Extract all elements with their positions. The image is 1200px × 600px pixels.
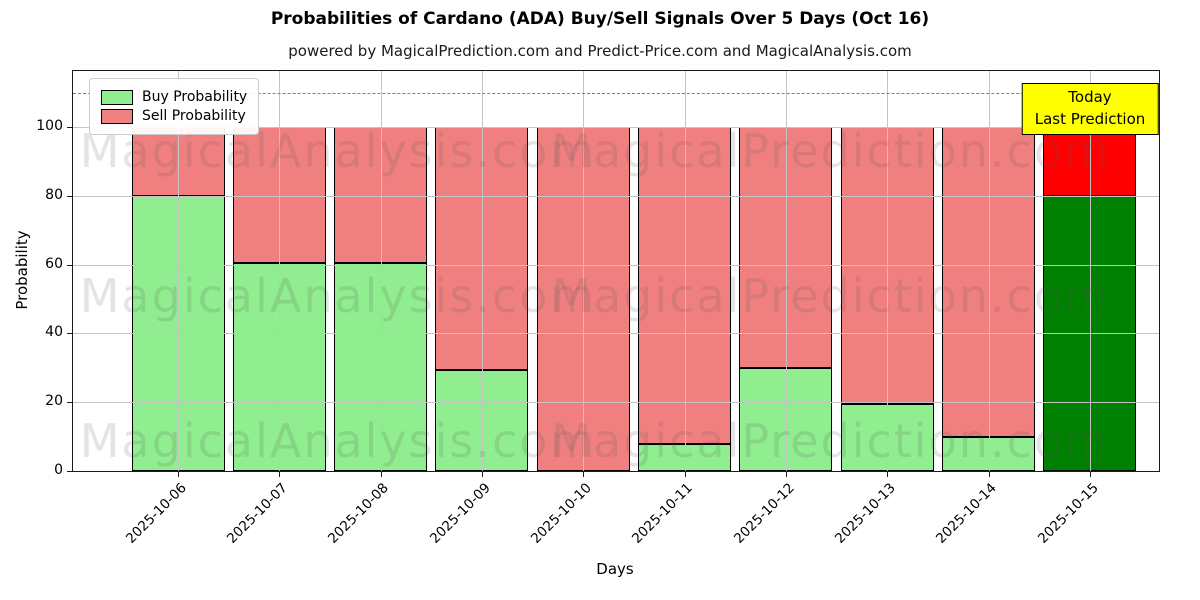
v-gridline xyxy=(988,71,990,471)
watermark-prediction: MagicalPrediction.com xyxy=(551,124,1111,178)
x-tick-label: 2025-10-08 xyxy=(325,480,392,547)
y-tick-label: 0 xyxy=(54,462,63,478)
x-tick-mark xyxy=(785,471,787,477)
v-gridline xyxy=(279,71,281,471)
legend-label-sell: Sell Probability xyxy=(142,108,246,124)
dashed-reference-line xyxy=(73,92,1159,94)
legend-label-buy: Buy Probability xyxy=(142,89,248,105)
x-tick-label: 2025-10-11 xyxy=(629,480,696,547)
v-gridline xyxy=(583,71,585,471)
x-tick-label: 2025-10-15 xyxy=(1034,480,1102,547)
x-tick-mark xyxy=(887,471,889,477)
v-gridline xyxy=(785,71,787,471)
watermark-prediction: MagicalPrediction.com xyxy=(551,269,1111,323)
x-tick-label: 2025-10-09 xyxy=(426,480,494,547)
legend: Buy Probability Sell Probability xyxy=(89,78,260,135)
x-tick-label: 2025-10-14 xyxy=(933,480,1000,547)
v-gridline xyxy=(684,71,686,471)
watermark-analysis: MagicalAnalysis.com xyxy=(79,269,597,323)
x-tick-label: 2025-10-12 xyxy=(730,480,798,547)
x-axis-label: Days xyxy=(596,560,634,578)
x-tick-mark xyxy=(279,471,281,477)
v-gridline xyxy=(178,71,179,471)
v-gridline xyxy=(481,71,483,471)
v-gridline xyxy=(1089,71,1091,471)
x-tick-mark xyxy=(380,471,382,477)
plot-area: Buy Probability Sell Probability Today L… xyxy=(36,70,1160,547)
x-tick-mark xyxy=(684,471,686,477)
legend-item-sell: Sell Probability xyxy=(101,108,247,124)
watermark-prediction: MagicalPrediction.com xyxy=(551,414,1111,468)
h-gridline xyxy=(73,195,1159,197)
y-tick-mark xyxy=(67,127,73,129)
y-tick-mark xyxy=(67,471,73,472)
y-tick-label: 100 xyxy=(36,118,63,135)
x-tick-label: 2025-10-07 xyxy=(223,480,291,547)
v-gridline xyxy=(887,71,889,471)
x-tick-mark xyxy=(178,471,179,477)
x-tick-mark xyxy=(583,471,585,477)
h-gridline xyxy=(73,127,1159,129)
watermark-analysis: MagicalAnalysis.com xyxy=(79,414,597,468)
y-tick-mark xyxy=(67,264,73,266)
y-tick-label: 80 xyxy=(45,186,63,203)
y-tick-label: 20 xyxy=(45,393,63,410)
legend-item-buy: Buy Probability xyxy=(101,89,247,105)
h-gridline xyxy=(73,402,1159,404)
chart-subtitle: powered by MagicalPrediction.com and Pre… xyxy=(288,42,912,60)
y-tick-mark xyxy=(67,402,73,404)
today-annotation-line2: Last Prediction xyxy=(1034,109,1146,128)
y-tick-label: 60 xyxy=(45,255,63,272)
y-tick-mark xyxy=(67,333,73,335)
x-tick-label: 2025-10-06 xyxy=(122,480,190,547)
y-tick-label: 40 xyxy=(45,324,63,341)
v-gridline xyxy=(380,71,382,471)
h-gridline xyxy=(73,264,1159,266)
h-gridline xyxy=(73,333,1159,335)
y-tick-mark xyxy=(67,195,73,197)
x-tick-mark xyxy=(481,471,483,477)
today-annotation: Today Last Prediction xyxy=(1021,83,1159,135)
x-tick-label: 2025-10-10 xyxy=(527,480,595,547)
x-tick-mark xyxy=(988,471,990,477)
today-annotation-line1: Today xyxy=(1068,88,1112,106)
sell-swatch-icon xyxy=(101,108,133,124)
chart-title: Probabilities of Cardano (ADA) Buy/Sell … xyxy=(270,9,930,29)
x-tick-mark xyxy=(1089,471,1091,477)
buy-swatch-icon xyxy=(101,89,133,105)
x-tick-label: 2025-10-13 xyxy=(831,480,899,547)
